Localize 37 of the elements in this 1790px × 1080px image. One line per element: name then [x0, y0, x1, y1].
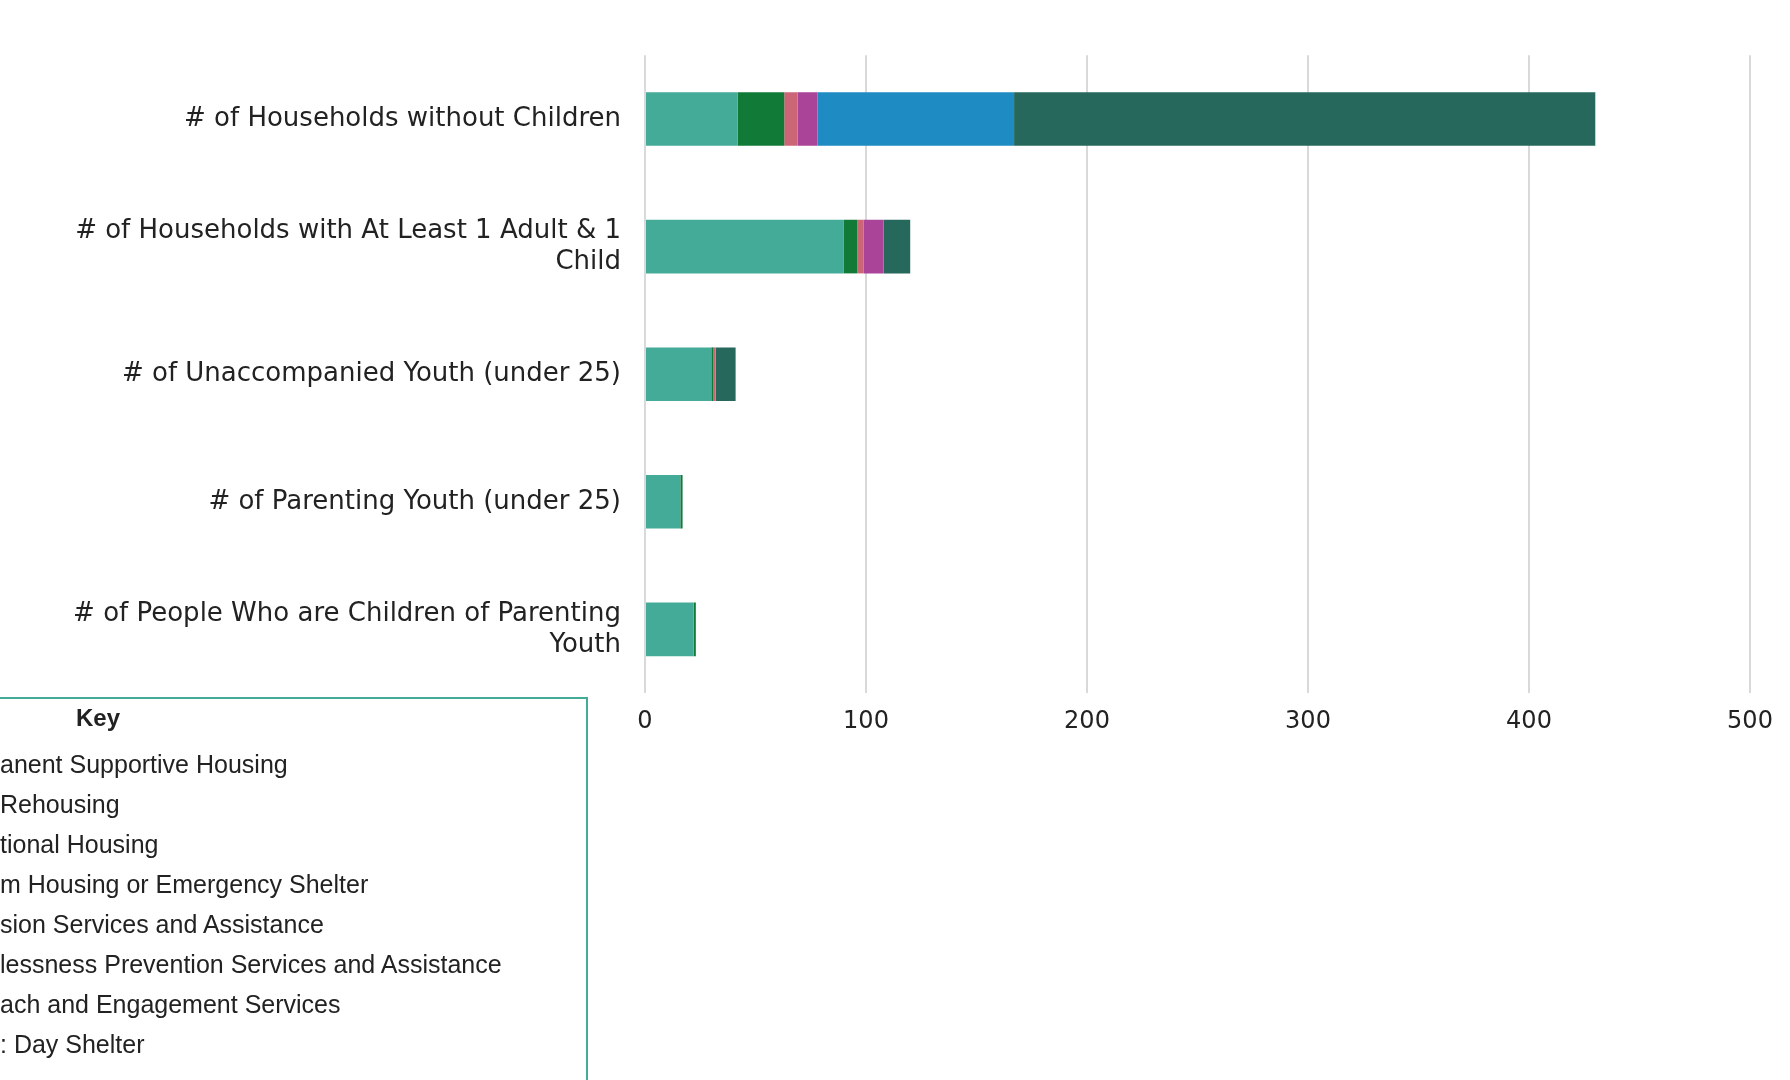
- bar: [883, 219, 911, 274]
- bar: [646, 602, 694, 657]
- bar: [693, 602, 696, 657]
- bar: [817, 92, 1015, 146]
- text: tional Housing: [0, 829, 160, 860]
- bar: [857, 219, 864, 274]
- bar: [680, 475, 683, 529]
- bar: [797, 92, 818, 146]
- text: sion Services and Assistance: [0, 909, 325, 940]
- y-tick-label: # of People Who are Children of Parenting Youth: [73, 596, 621, 658]
- y-tick-label: # of Households without Children: [184, 101, 621, 132]
- y-tick-label: # of Unaccompanied Youth (under 25): [121, 356, 621, 387]
- x-tick-label: 0: [637, 705, 653, 734]
- x-tick-label: 200: [1064, 705, 1110, 734]
- bar: [646, 347, 712, 401]
- x-tick-label: 400: [1506, 705, 1552, 734]
- bar: [646, 92, 738, 146]
- text: Rehousing: [0, 789, 121, 820]
- x-tick-label: 100: [843, 705, 889, 734]
- bar: [737, 92, 785, 146]
- text: Key: [76, 704, 122, 732]
- bar: [784, 92, 798, 146]
- bar: [646, 219, 844, 274]
- bar: [646, 475, 681, 529]
- text: ach and Engagement Services: [0, 989, 342, 1020]
- bar: [1014, 92, 1596, 146]
- bar: [715, 347, 736, 401]
- bar: [843, 219, 858, 274]
- bar: [863, 219, 884, 274]
- x-tick-label: 300: [1285, 705, 1331, 734]
- y-tick-label: # of Parenting Youth (under 25): [208, 484, 621, 515]
- y-tick-label: # of Households with At Least 1 Adult & 1 Child: [75, 213, 621, 275]
- text: m Housing or Emergency Shelter: [0, 869, 370, 900]
- text: : Day Shelter: [0, 1029, 146, 1060]
- x-tick-label: 500: [1727, 705, 1773, 734]
- text: lessness Prevention Services and Assistance: [0, 949, 503, 980]
- text: anent Supportive Housing: [0, 749, 289, 780]
